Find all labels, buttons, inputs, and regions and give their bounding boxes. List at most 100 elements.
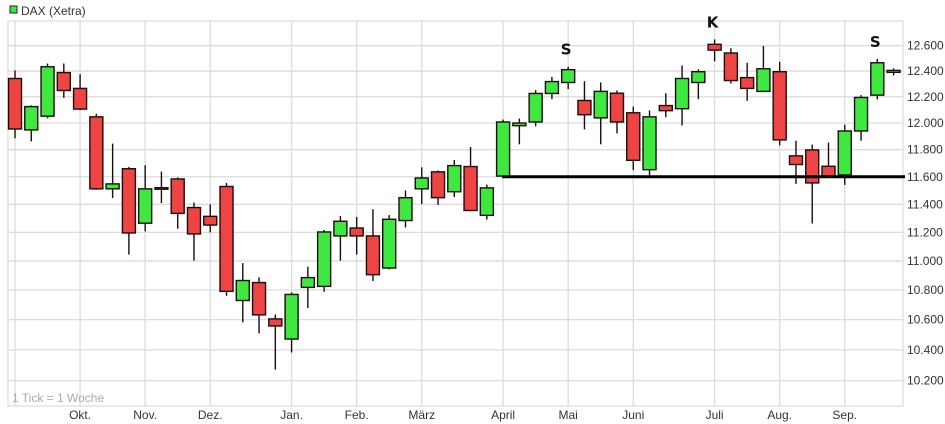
y-tick-label: 10.600 — [907, 313, 944, 327]
annotation-label: S — [561, 41, 572, 59]
candle — [707, 39, 722, 62]
candle — [723, 48, 739, 84]
y-tick-label: 12.000 — [907, 116, 944, 130]
candle-body — [739, 76, 755, 90]
x-tick-label: Dez. — [198, 408, 223, 422]
x-tick-label: Juli — [706, 408, 724, 422]
candle — [512, 118, 527, 145]
candles — [7, 39, 901, 370]
candle — [626, 106, 641, 171]
candle-body — [837, 130, 852, 176]
candle-body — [333, 220, 348, 237]
candle-body — [560, 68, 576, 84]
candle — [24, 105, 39, 142]
candle-body — [544, 80, 560, 95]
candle-body — [642, 116, 657, 171]
candle — [593, 82, 608, 145]
candle-body — [170, 178, 185, 215]
candle-body — [316, 231, 332, 288]
x-tick-label: März — [408, 408, 435, 422]
candle — [658, 93, 673, 118]
candle-body — [674, 77, 690, 110]
candle — [447, 160, 462, 198]
candle — [430, 170, 446, 206]
y-tick-label: 10.800 — [907, 283, 944, 297]
candle — [837, 124, 852, 185]
y-tick-label: 11.800 — [907, 143, 943, 157]
candle — [316, 229, 332, 292]
candle — [72, 74, 88, 111]
candle — [235, 263, 250, 323]
grid — [8, 21, 903, 406]
candle — [805, 144, 820, 224]
candle — [170, 177, 185, 229]
y-tick-label: 12.400 — [907, 64, 944, 78]
y-tick-label: 12.600 — [907, 39, 944, 53]
candle-body — [300, 276, 316, 289]
candle — [528, 90, 543, 127]
candle-body — [219, 185, 234, 293]
candle-body — [577, 99, 592, 116]
candle-body — [821, 165, 836, 177]
candle-body — [593, 90, 608, 119]
x-tick-label: Sep. — [832, 408, 857, 422]
x-axis: Okt. Nov. Dez. Jan. Feb. März April Mai Juni Juli… — [69, 408, 857, 422]
y-tick-label: 11.000 — [907, 254, 943, 268]
candle-body — [495, 121, 511, 177]
candle-body — [788, 155, 804, 166]
x-tick-label: Mai — [559, 408, 578, 422]
candle-body — [251, 281, 267, 316]
candle — [398, 190, 413, 228]
candle — [739, 62, 755, 101]
candle-body — [121, 168, 137, 234]
candle — [609, 90, 625, 134]
candle-body — [268, 318, 283, 327]
candle — [219, 182, 234, 296]
candle — [463, 146, 478, 212]
legend-swatch — [9, 5, 18, 14]
x-tick-label: Nov. — [133, 408, 157, 422]
x-tick-label: April — [491, 408, 515, 422]
candle-body — [707, 43, 722, 51]
x-tick-label: Okt. — [69, 408, 91, 422]
candle — [772, 61, 787, 146]
candle — [300, 266, 316, 309]
candle — [479, 184, 495, 220]
candle — [349, 217, 364, 255]
candle-body — [414, 177, 429, 190]
candle-body — [447, 164, 462, 193]
candle — [577, 81, 592, 130]
y-tick-label: 10.200 — [907, 374, 944, 388]
candle — [251, 277, 267, 334]
candle-body — [154, 187, 169, 190]
candle — [203, 204, 218, 233]
x-tick-label: Aug. — [767, 408, 792, 422]
candle — [853, 95, 869, 141]
y-tick-label: 11.200 — [907, 225, 943, 239]
candle — [121, 166, 137, 255]
candle-body — [349, 227, 364, 237]
candle-body — [40, 66, 55, 117]
candle-body — [24, 105, 39, 131]
candle — [154, 171, 169, 204]
candle-body — [463, 165, 478, 212]
candle-body — [853, 96, 869, 132]
candle — [870, 58, 885, 100]
candle-body — [626, 112, 641, 162]
candle-body — [512, 122, 527, 127]
candle — [544, 76, 560, 100]
candle-body — [137, 188, 153, 224]
candle-body — [365, 235, 381, 276]
candle-body — [382, 218, 397, 269]
y-tick-label: 11.400 — [907, 197, 943, 211]
candle — [268, 314, 283, 370]
annotation-label: K — [707, 13, 720, 31]
candle-body — [528, 92, 543, 123]
candle-body — [723, 52, 739, 82]
candle-body — [805, 149, 820, 184]
y-tick-label: 11.600 — [907, 170, 943, 184]
y-axis: 12.600 12.400 12.200 12.000 11.800 11.600 11.4… — [907, 39, 944, 388]
candle — [642, 110, 657, 177]
candle-body — [235, 279, 250, 302]
